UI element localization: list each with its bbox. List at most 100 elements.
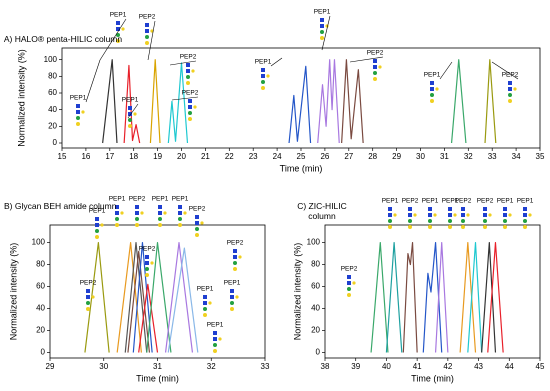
glycan-square <box>233 255 237 259</box>
x-tick-label: 41 <box>413 362 422 371</box>
glycan-circle <box>158 223 162 227</box>
arrow <box>439 61 453 80</box>
glycan-square <box>95 223 99 227</box>
chromatogram-peak <box>402 241 418 353</box>
glycan-circle <box>76 122 80 126</box>
glycan-circle <box>233 261 237 265</box>
glycan-square <box>145 261 149 265</box>
y-tick-label: 60 <box>36 282 45 291</box>
y-tick-label: 40 <box>36 304 45 313</box>
glycan-icon <box>178 205 187 227</box>
glycan-square <box>430 87 434 91</box>
annotation: PEP2 <box>341 266 358 273</box>
glycan-square <box>115 205 119 209</box>
annotation: PEP1 <box>89 208 106 215</box>
glycan-icon <box>483 207 492 229</box>
annotation: PEP2 <box>455 198 472 205</box>
glycan-circle <box>100 223 104 227</box>
glycan-circle <box>200 221 204 225</box>
chromatogram-peak <box>84 241 110 353</box>
x-tick-label: 20 <box>177 152 186 161</box>
glycan-circle <box>483 225 487 229</box>
x-tick-label: 42 <box>443 362 452 371</box>
glycan-circle <box>230 301 234 305</box>
x-axis-label: Time (min) <box>136 373 179 383</box>
glycan-circle <box>503 219 507 223</box>
glycan-circle <box>186 75 190 79</box>
annotation: PEP2 <box>402 198 419 205</box>
x-tick-label: 17 <box>105 152 114 161</box>
glycan-square <box>320 24 324 28</box>
glycan-circle <box>135 223 139 227</box>
glycan-circle <box>320 30 324 34</box>
glycan-circle <box>508 213 512 217</box>
glycan-icon <box>116 21 125 43</box>
glycan-circle <box>430 93 434 97</box>
annotation: PEP1 <box>497 198 514 205</box>
glycan-square <box>186 69 190 73</box>
glycan-icon <box>373 59 382 81</box>
glycan-square <box>188 99 192 103</box>
glycan-circle <box>483 219 487 223</box>
glycan-circle <box>86 307 90 311</box>
glycan-square <box>347 275 351 279</box>
glycan-icon <box>503 207 512 229</box>
glycan-square <box>261 68 265 72</box>
glycan-circle <box>120 211 124 215</box>
plot-frame <box>324 224 541 359</box>
x-tick-label: 45 <box>536 362 545 371</box>
glycan-square <box>195 215 199 219</box>
glycan-square <box>428 213 432 217</box>
glycan-circle <box>178 223 182 227</box>
glycan-circle <box>230 307 234 311</box>
y-tick-label: 40 <box>48 105 57 114</box>
annotation: PEP2 <box>189 206 206 213</box>
annotation: PEP2 <box>182 90 199 97</box>
glycan-square <box>135 205 139 209</box>
glycan-square <box>115 211 119 215</box>
glycan-icon <box>188 99 197 121</box>
glycan-icon <box>428 207 437 229</box>
chromatogram-peak <box>167 247 199 353</box>
glycan-icon <box>86 289 95 311</box>
glycan-circle <box>208 301 212 305</box>
y-tick-label: 0 <box>53 138 58 147</box>
x-tick-label: 43 <box>474 362 483 371</box>
glycan-square <box>430 81 434 85</box>
annotation: PEP1 <box>382 198 399 205</box>
glycan-circle <box>408 225 412 229</box>
panel-title: A) HALO® penta-HILIC column <box>3 34 123 44</box>
glycan-square <box>261 74 265 78</box>
glycan-circle <box>428 225 432 229</box>
chromatogram-peak <box>288 65 312 144</box>
annotation: PEP1 <box>207 322 224 329</box>
chromatogram-peak <box>467 241 483 353</box>
chromatogram-peak <box>149 59 161 144</box>
x-tick-label: 26 <box>320 152 329 161</box>
glycan-square <box>230 295 234 299</box>
chromatogram-peak <box>102 59 118 144</box>
glycan-circle <box>193 105 197 109</box>
y-tick-label: 20 <box>48 121 57 130</box>
annotation: PEP1 <box>110 12 127 19</box>
x-tick-label: 19 <box>153 152 162 161</box>
chromatogram-peak <box>138 283 159 353</box>
chromatogram-peak <box>317 59 340 144</box>
glycan-icon <box>135 205 144 227</box>
glycan-circle <box>121 27 125 31</box>
glycan-circle <box>388 219 392 223</box>
annotation: PEP2 <box>139 246 156 253</box>
glycan-circle <box>461 225 465 229</box>
panel-title: C) ZIC-HILIC column <box>297 201 347 221</box>
x-tick-label: 33 <box>261 362 270 371</box>
glycan-square <box>135 211 139 215</box>
glycan-square <box>128 112 132 116</box>
glycan-circle <box>433 213 437 217</box>
y-axis-label: Normalized intensity (%) <box>292 243 302 341</box>
glycan-icon <box>95 217 104 239</box>
glycan-circle <box>503 225 507 229</box>
annotation: PEP2 <box>502 72 519 79</box>
x-tick-label: 18 <box>129 152 138 161</box>
